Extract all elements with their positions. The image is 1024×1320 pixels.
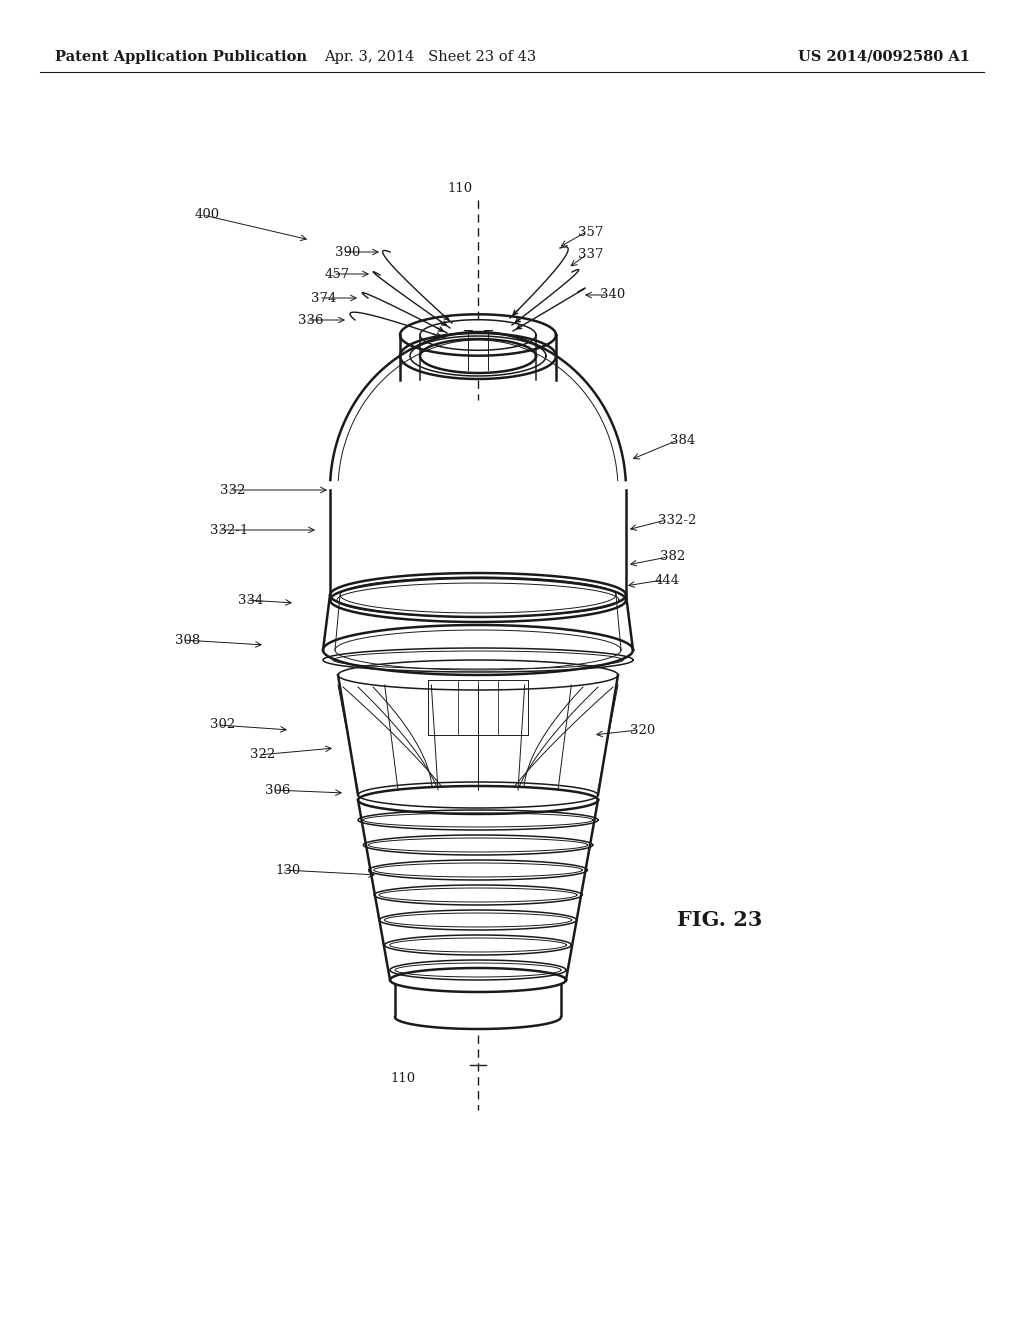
Text: 332-1: 332-1 bbox=[210, 524, 249, 536]
Text: 340: 340 bbox=[600, 289, 626, 301]
Text: 384: 384 bbox=[670, 433, 695, 446]
Text: 302: 302 bbox=[210, 718, 236, 731]
Text: 308: 308 bbox=[175, 634, 201, 647]
Text: 110: 110 bbox=[390, 1072, 415, 1085]
Text: 390: 390 bbox=[335, 246, 360, 259]
Text: 457: 457 bbox=[325, 268, 350, 281]
Text: 444: 444 bbox=[655, 573, 680, 586]
Text: 332-2: 332-2 bbox=[658, 513, 696, 527]
Text: 320: 320 bbox=[630, 723, 655, 737]
Text: 334: 334 bbox=[238, 594, 263, 606]
Text: FIG. 23: FIG. 23 bbox=[677, 909, 763, 931]
Text: 306: 306 bbox=[265, 784, 291, 796]
Text: 400: 400 bbox=[195, 209, 220, 222]
Text: 130: 130 bbox=[275, 863, 300, 876]
Text: 110: 110 bbox=[447, 181, 472, 194]
Text: 336: 336 bbox=[298, 314, 324, 326]
Text: Apr. 3, 2014   Sheet 23 of 43: Apr. 3, 2014 Sheet 23 of 43 bbox=[324, 50, 537, 63]
Text: 357: 357 bbox=[578, 226, 603, 239]
Text: 374: 374 bbox=[311, 292, 336, 305]
Text: 382: 382 bbox=[660, 550, 685, 564]
Text: 332: 332 bbox=[220, 483, 246, 496]
Text: 337: 337 bbox=[578, 248, 603, 261]
Text: US 2014/0092580 A1: US 2014/0092580 A1 bbox=[798, 50, 970, 63]
Text: 322: 322 bbox=[250, 748, 275, 762]
Text: Patent Application Publication: Patent Application Publication bbox=[55, 50, 307, 63]
